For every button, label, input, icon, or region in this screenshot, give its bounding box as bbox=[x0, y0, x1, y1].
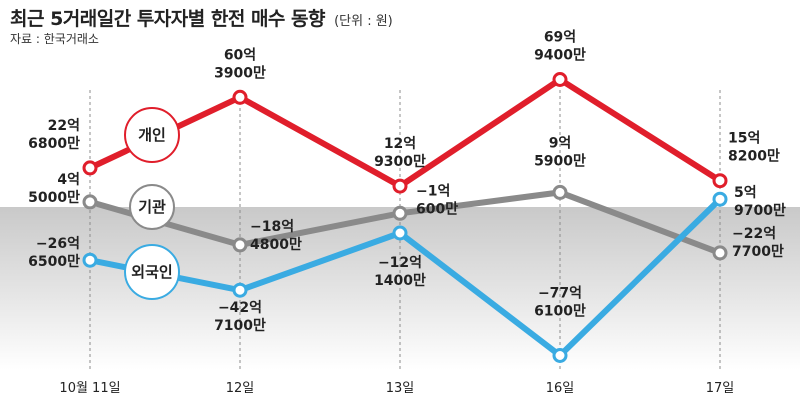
data-label-line: −18억 bbox=[250, 219, 294, 235]
x-axis-tick-labels: 10월 11일 12일 13일 16일 17일 bbox=[59, 381, 734, 396]
data-label-line: 9700만 bbox=[734, 203, 786, 219]
data-point bbox=[712, 173, 728, 189]
data-label-line: −22억 bbox=[732, 226, 776, 242]
data-point bbox=[232, 237, 248, 253]
data-label-line: 6500만 bbox=[28, 254, 80, 270]
series-name-label: 개인 bbox=[138, 126, 166, 144]
data-label: 69억 9400만 bbox=[534, 29, 586, 63]
series-name-label: 외국인 bbox=[131, 263, 172, 281]
data-label-line: −1억 bbox=[416, 183, 450, 199]
data-point bbox=[232, 282, 248, 298]
data-label-line: 6800만 bbox=[28, 136, 80, 152]
data-label: 15억 8200만 bbox=[728, 131, 780, 165]
data-label: 4억 5000만 bbox=[28, 172, 80, 206]
x-tick-label: 13일 bbox=[386, 381, 415, 396]
data-label: −42억 7100만 bbox=[214, 300, 266, 334]
data-label: 5억 9700만 bbox=[734, 185, 786, 219]
data-label-line: 15억 bbox=[728, 131, 760, 147]
data-label: 60억 3900만 bbox=[214, 47, 266, 81]
data-point bbox=[712, 191, 728, 207]
data-label-line: 69억 bbox=[544, 29, 576, 45]
x-tick-label: 17일 bbox=[706, 381, 735, 396]
source-note: 자료 : 한국거래소 bbox=[10, 32, 99, 46]
data-label-line: 4억 bbox=[57, 172, 80, 188]
data-label-line: −42억 bbox=[218, 300, 262, 316]
x-tick-label: 12일 bbox=[226, 381, 255, 396]
data-point bbox=[552, 184, 568, 200]
data-point bbox=[392, 225, 408, 241]
data-label: 12억 9300만 bbox=[374, 136, 426, 170]
data-label-line: 9300만 bbox=[374, 154, 426, 170]
data-label-line: 3900만 bbox=[214, 65, 266, 81]
x-tick-label: 16일 bbox=[546, 381, 575, 396]
data-point bbox=[82, 160, 98, 176]
series-name-tag bbox=[124, 107, 180, 163]
data-label-line: 8200만 bbox=[728, 149, 780, 165]
data-point bbox=[552, 348, 568, 363]
series-name-label: 기관 bbox=[138, 198, 166, 216]
data-label-line: 22억 bbox=[48, 118, 80, 134]
data-label-line: 5000만 bbox=[28, 190, 80, 206]
data-label: 22억 6800만 bbox=[28, 118, 80, 152]
data-label-line: −12억 bbox=[378, 255, 422, 271]
data-label-line: 5900만 bbox=[534, 153, 586, 169]
data-label-line: 6100만 bbox=[534, 304, 586, 320]
data-label-line: 1400만 bbox=[374, 273, 426, 289]
data-label-line: 60억 bbox=[224, 47, 256, 63]
data-label: −22억 7700만 bbox=[732, 226, 784, 260]
data-label: −12억 1400만 bbox=[374, 255, 426, 289]
data-label-line: 5억 bbox=[734, 185, 757, 201]
data-label: −18억 4800만 bbox=[250, 219, 302, 253]
unit-note: (단위 : 원) bbox=[334, 14, 393, 29]
data-point bbox=[392, 178, 408, 194]
data-label-line: 9억 bbox=[549, 135, 572, 151]
data-label-line: 9400만 bbox=[534, 47, 586, 63]
chart-title: 최근 5거래일간 투자자별 한전 매수 동향 bbox=[10, 8, 325, 30]
data-label-line: 7100만 bbox=[214, 318, 266, 334]
data-point bbox=[712, 245, 728, 261]
data-label-line: 4800만 bbox=[250, 237, 302, 253]
data-point bbox=[82, 194, 98, 210]
data-labels: 22억 6800만 60억 3900만 12억 9300만 69억 9400만 15억 8200만… bbox=[28, 29, 786, 334]
data-points bbox=[82, 72, 728, 363]
data-label-line: 7700만 bbox=[732, 244, 784, 260]
data-label-line: 600만 bbox=[416, 201, 458, 217]
data-point bbox=[82, 252, 98, 268]
series-name-tag bbox=[129, 184, 175, 230]
data-label: −77억 6100만 bbox=[534, 286, 586, 320]
data-point bbox=[232, 89, 248, 105]
data-label-line: −26억 bbox=[36, 236, 80, 252]
data-label: 9억 5900만 bbox=[534, 135, 586, 169]
data-point bbox=[392, 205, 408, 221]
x-tick-label: 10월 11일 bbox=[59, 381, 120, 396]
data-label-line: −77억 bbox=[538, 286, 582, 302]
grid-lines bbox=[89, 90, 721, 372]
data-point bbox=[552, 72, 568, 87]
data-label-line: 12억 bbox=[384, 136, 416, 152]
data-label: −1억 600만 bbox=[416, 183, 458, 217]
data-label: −26억 6500만 bbox=[28, 236, 80, 270]
chart-title-row: 최근 5거래일간 투자자별 한전 매수 동향 (단위 : 원) bbox=[10, 4, 393, 31]
series-name-tag bbox=[124, 244, 180, 300]
